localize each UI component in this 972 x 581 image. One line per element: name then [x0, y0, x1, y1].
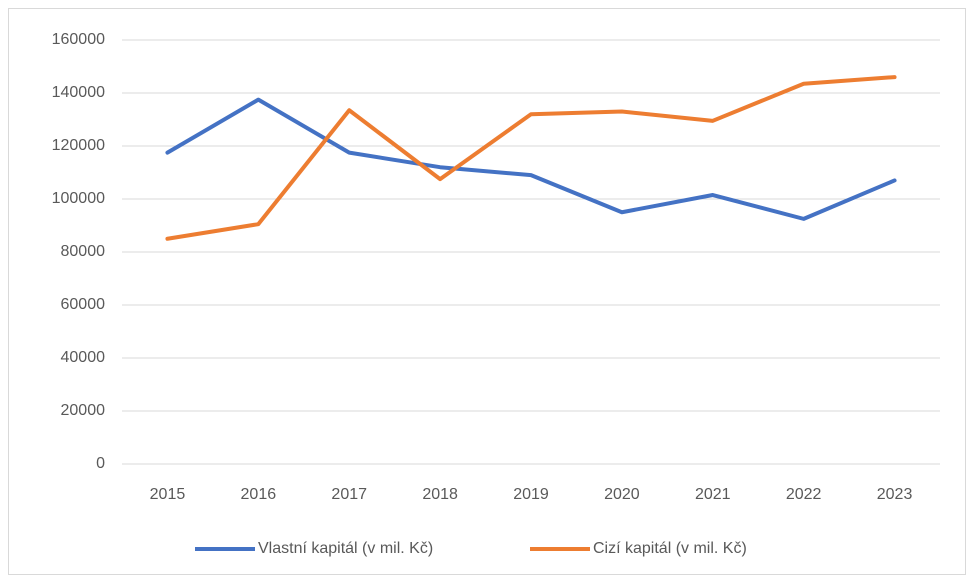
x-tick-label: 2020: [604, 486, 640, 503]
x-tick-label: 2023: [877, 486, 913, 503]
legend-label: Cizí kapitál (v mil. Kč): [593, 540, 747, 557]
series-line: [165, 75, 897, 241]
x-tick-label: 2015: [150, 486, 186, 503]
x-tick-label: 2022: [786, 486, 822, 503]
y-tick-label: 60000: [61, 296, 106, 313]
series-line: [165, 97, 897, 221]
x-tick-label: 2019: [513, 486, 549, 503]
y-tick-label: 160000: [52, 31, 105, 48]
y-tick-label: 40000: [61, 349, 106, 366]
x-tick-label: 2018: [422, 486, 458, 503]
y-tick-label: 20000: [61, 402, 106, 419]
x-tick-label: 2021: [695, 486, 731, 503]
y-tick-label: 80000: [61, 243, 106, 260]
y-tick-label: 140000: [52, 84, 105, 101]
x-tick-label: 2017: [331, 486, 367, 503]
y-tick-label: 100000: [52, 190, 105, 207]
x-tick-label: 2016: [241, 486, 277, 503]
legend-label: Vlastní kapitál (v mil. Kč): [258, 540, 433, 557]
y-tick-label: 0: [96, 455, 105, 472]
y-tick-label: 120000: [52, 137, 105, 154]
chart-frame: [8, 8, 966, 575]
